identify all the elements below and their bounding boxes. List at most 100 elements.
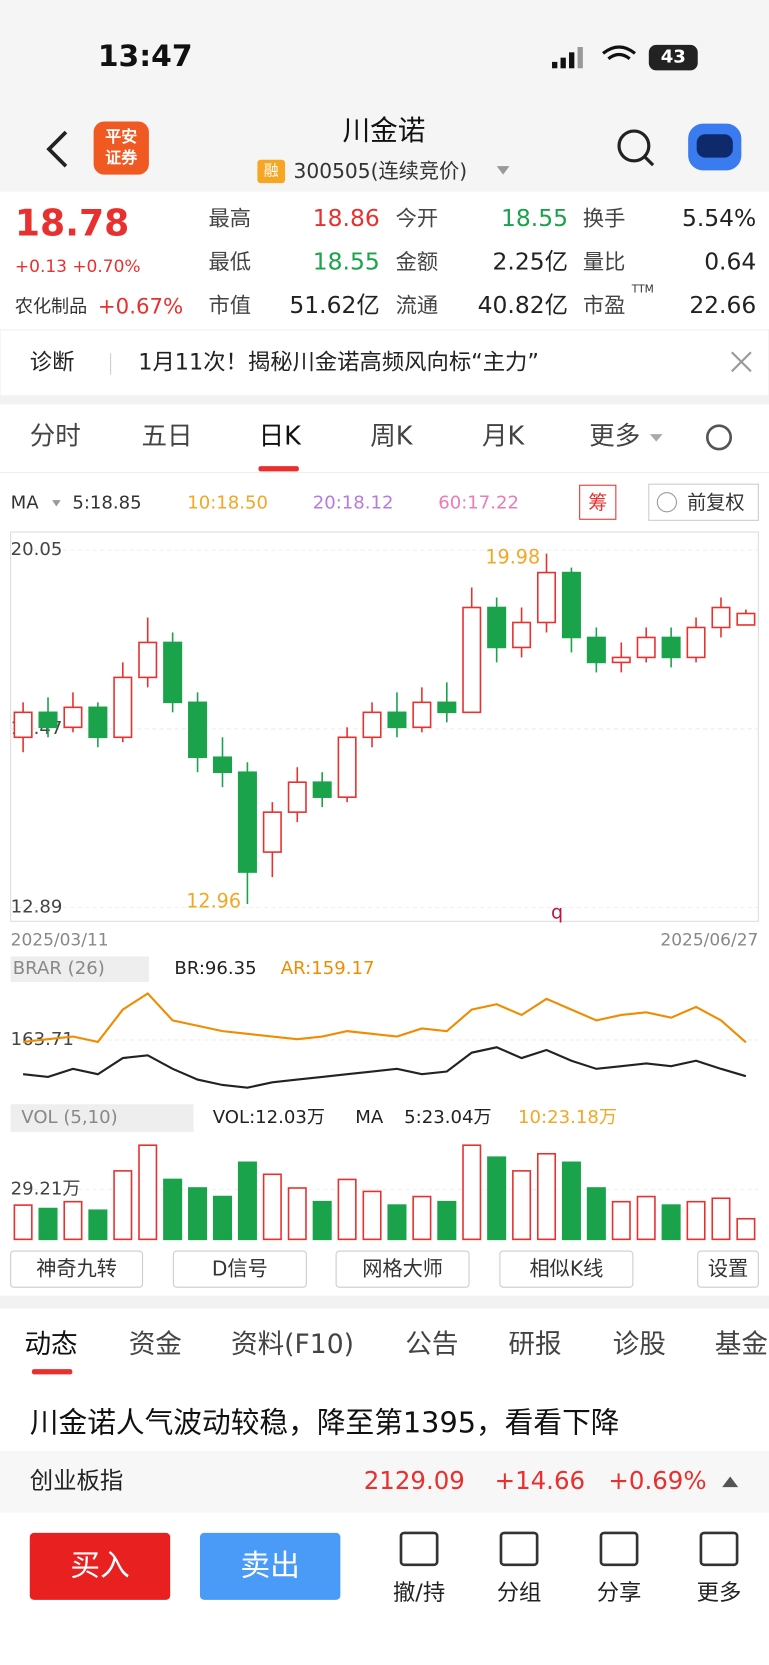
volume-bar xyxy=(163,1178,183,1241)
candle-body xyxy=(686,626,706,659)
tool-text: 相似K线 xyxy=(529,1257,603,1281)
stat-label: 金额 xyxy=(396,250,439,275)
kline-frame xyxy=(10,531,759,922)
candle-body xyxy=(63,706,83,729)
tool-button[interactable] xyxy=(172,1250,307,1288)
candle-body xyxy=(437,701,457,714)
back-button[interactable] xyxy=(46,130,68,168)
tool-button[interactable] xyxy=(335,1250,470,1288)
info-tab[interactable]: 资金 xyxy=(129,1329,182,1360)
candle-body xyxy=(13,711,33,739)
action-text: 撤/持 xyxy=(393,1580,445,1606)
info-tab[interactable]: 公告 xyxy=(405,1329,458,1360)
info-tab[interactable]: 资料(F10) xyxy=(231,1329,354,1360)
banner-bg[interactable] xyxy=(0,329,769,397)
candle-body xyxy=(262,811,282,853)
volume-bar xyxy=(686,1200,706,1241)
volume-bar xyxy=(362,1190,382,1241)
min-label: 12.96 xyxy=(186,889,241,912)
action-icon[interactable] xyxy=(499,1531,539,1567)
volume-bar xyxy=(212,1195,233,1241)
info-tab[interactable]: 诊股 xyxy=(613,1329,666,1360)
max-label: 19.98 xyxy=(485,545,540,568)
margin-badge xyxy=(257,159,286,184)
settings-button[interactable] xyxy=(705,424,733,451)
code-dropdown[interactable] xyxy=(496,166,510,175)
action-icon[interactable] xyxy=(699,1531,739,1567)
action-icon[interactable] xyxy=(399,1531,439,1567)
period-tab[interactable]: 五日 xyxy=(141,421,192,451)
adjust-text: 前复权 xyxy=(687,491,744,514)
volume-bar xyxy=(88,1209,108,1241)
buy-button[interactable] xyxy=(29,1532,171,1600)
news-headline[interactable]: 川金诺人气波动较稳，降至第1395，看看下降 xyxy=(30,1405,620,1439)
volume-bar xyxy=(38,1207,58,1241)
ma-item: 60:17.22 xyxy=(438,492,519,513)
broker-line: 证券 xyxy=(105,148,138,167)
candle-body xyxy=(113,676,133,739)
candle-body xyxy=(387,711,407,729)
candle-body xyxy=(362,711,382,739)
candle-body xyxy=(138,641,158,679)
tool-button[interactable] xyxy=(499,1250,634,1288)
brar-chart: 163.71 xyxy=(10,992,759,1089)
index-name: 创业板指 xyxy=(30,1466,124,1494)
period-tab[interactable]: 更多 xyxy=(589,421,640,451)
volume-bar xyxy=(437,1200,457,1241)
stock-name: 川金诺 xyxy=(343,114,426,147)
tool-button[interactable] xyxy=(697,1250,759,1288)
volume-bar xyxy=(586,1187,606,1241)
vol-ma: MA xyxy=(355,1107,384,1128)
volume-bar xyxy=(13,1204,33,1241)
chip-button[interactable] xyxy=(579,484,617,520)
tool-buttons: 神奇九转 D信号 网格大师 相似K线 设置 xyxy=(10,1250,759,1288)
period-tab[interactable]: 周K xyxy=(370,421,414,451)
tool-text: D信号 xyxy=(212,1257,268,1281)
y-tick-label: 20.05 xyxy=(11,539,63,560)
stat-label: 流通 xyxy=(396,294,439,319)
search-button[interactable] xyxy=(617,129,651,163)
candle-body xyxy=(188,701,208,759)
stat-value: 40.82亿 xyxy=(478,291,568,319)
brar-chip[interactable] xyxy=(10,956,149,982)
action-text: 分组 xyxy=(497,1580,542,1606)
banner-text[interactable]: 1月11次！揭秘川金诺高频风向标“主力” xyxy=(138,349,539,375)
ma-item: 20:18.12 xyxy=(313,492,394,513)
volume-chart: 29.21万 xyxy=(10,1144,759,1241)
stat-value: 51.62亿 xyxy=(289,291,379,319)
stat-value: 0.64 xyxy=(704,247,756,275)
adjust-button[interactable] xyxy=(648,483,759,521)
volume-bar xyxy=(63,1200,83,1241)
pe-suffix: TTM xyxy=(631,283,654,296)
tool-button[interactable] xyxy=(10,1250,144,1288)
info-tab[interactable]: 研报 xyxy=(508,1329,561,1360)
info-tab[interactable]: 动态 xyxy=(24,1329,77,1360)
period-tab[interactable]: 日K xyxy=(259,421,303,451)
action-icon[interactable] xyxy=(599,1531,639,1567)
volume-bar xyxy=(287,1187,307,1241)
stat-label: 市盈 xyxy=(583,294,626,319)
action-text: 分享 xyxy=(597,1580,642,1606)
index-pct: +0.69% xyxy=(608,1466,706,1495)
price-change: +0.13 xyxy=(15,257,67,277)
stat-value: 18.55 xyxy=(313,247,380,275)
period-tab[interactable]: 月K xyxy=(482,421,526,451)
period-tab[interactable]: 分时 xyxy=(30,421,81,451)
banner-close[interactable] xyxy=(731,351,752,373)
action-items: 撤/持 分组 分享 更多 xyxy=(393,1531,741,1606)
more-dropdown[interactable] xyxy=(649,434,663,442)
volume-bar xyxy=(611,1200,631,1241)
stat-value: 18.55 xyxy=(501,204,568,232)
battery-icon xyxy=(648,44,698,71)
status-time: 13:47 xyxy=(98,39,193,74)
price-pct: +0.70% xyxy=(72,257,140,277)
vol-chip[interactable] xyxy=(10,1104,194,1132)
candle-body xyxy=(237,771,257,873)
battery-level: 43 xyxy=(661,47,686,68)
start-date: 2025/03/11 xyxy=(11,930,109,950)
volume-bar xyxy=(262,1173,282,1241)
last-price: 18.78 xyxy=(15,202,129,245)
info-tab[interactable]: 基金 xyxy=(715,1329,768,1360)
sell-button[interactable] xyxy=(199,1532,341,1600)
